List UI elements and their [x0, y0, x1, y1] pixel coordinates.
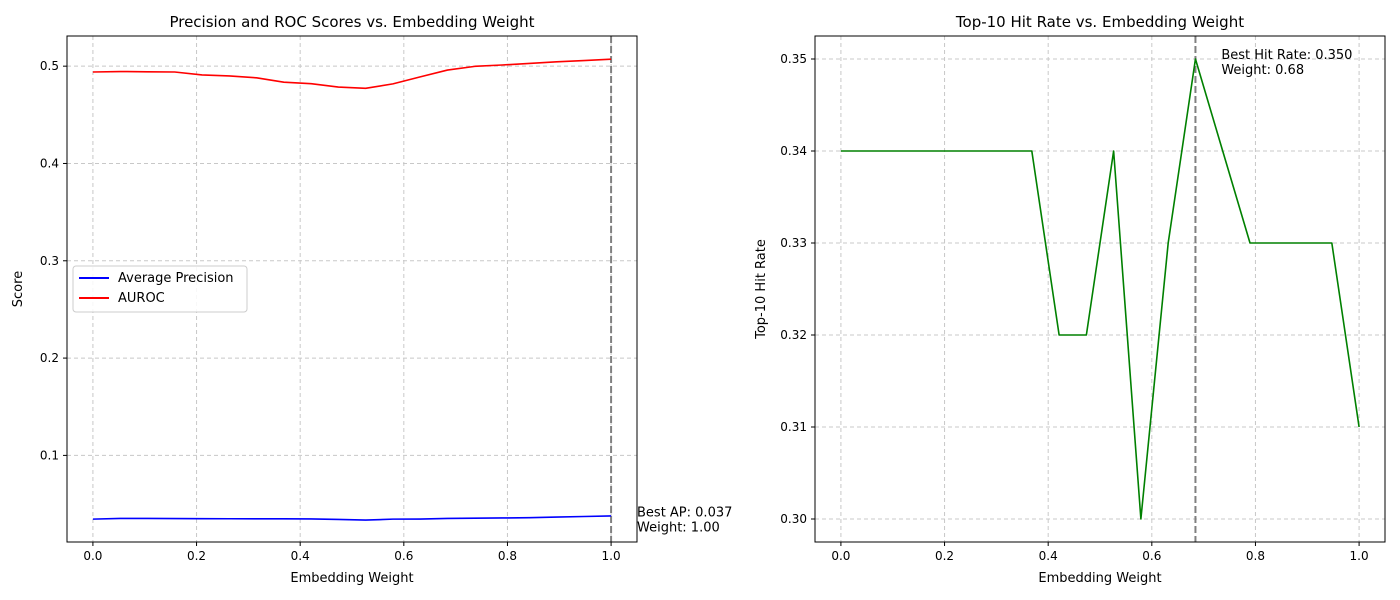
x-tick-label: 0.6	[1142, 549, 1161, 563]
annotation-line: Best AP: 0.037	[637, 506, 732, 521]
axes	[66, 35, 638, 543]
legend-label: Average Precision	[118, 271, 234, 286]
plot-frame	[814, 35, 1386, 543]
y-tick-label: 0.32	[780, 328, 807, 342]
x-tick-label: 0.0	[831, 549, 850, 563]
chart-title: Precision and ROC Scores vs. Embedding W…	[169, 13, 534, 31]
y-axis-label: Top-10 Hit Rate	[754, 239, 769, 340]
x-tick-label: 0.4	[291, 549, 310, 563]
y-tick-label: 0.31	[780, 420, 807, 434]
y-tick-label: 0.33	[780, 236, 807, 250]
y-axis-label: Score	[11, 271, 26, 307]
annotation-line: Weight: 1.00	[637, 521, 720, 536]
x-tick-label: 0.0	[83, 549, 102, 563]
y-tick-label: 0.5	[40, 59, 59, 73]
x-tick-label: 0.2	[935, 549, 954, 563]
x-tick-label: 0.4	[1039, 549, 1058, 563]
series-layer	[92, 58, 612, 521]
x-tick-label: 0.8	[1246, 549, 1265, 563]
series-line-average-precision	[92, 515, 612, 521]
series-line-hit-rate	[840, 58, 1360, 520]
y-tick-label: 0.30	[780, 512, 807, 526]
ticks: 0.0 0.2 0.4 0.6 0.8 1.0 0.1 0.2 0.3 0.4 0.5	[40, 59, 621, 563]
x-axis-label: Embedding Weight	[290, 571, 413, 586]
legend-box	[72, 265, 248, 313]
precision-roc-chart: 0.0 0.2 0.4 0.6 0.8 1.0 0.1 0.2 0.3 0.4 0.5 Precis…	[11, 13, 732, 586]
y-tick-label: 0.4	[40, 156, 59, 170]
chart-title: Top-10 Hit Rate vs. Embedding Weight	[955, 13, 1244, 31]
plot-frame	[66, 35, 638, 543]
x-tick-label: 0.2	[187, 549, 206, 563]
hit-rate-chart: 0.0 0.2 0.4 0.6 0.8 1.0 0.30 0.31 0.32 0.33 0.34 0.…	[754, 13, 1386, 586]
x-axis-label: Embedding Weight	[1038, 571, 1161, 586]
axes	[814, 35, 1386, 543]
ticks: 0.0 0.2 0.4 0.6 0.8 1.0 0.30 0.31 0.32 0.33 0.34 0.…	[780, 52, 1368, 563]
annotation-line: Best Hit Rate: 0.350	[1221, 48, 1352, 63]
x-tick-label: 1.0	[1350, 549, 1369, 563]
y-tick-label: 0.3	[40, 254, 59, 268]
series-layer	[840, 58, 1360, 520]
y-tick-label: 0.34	[780, 144, 807, 158]
y-tick-label: 0.35	[780, 52, 807, 66]
y-tick-label: 0.2	[40, 351, 59, 365]
legend: Average Precision AUROC	[72, 265, 248, 313]
legend-label: AUROC	[118, 291, 165, 306]
y-tick-label: 0.1	[40, 448, 59, 462]
x-tick-label: 0.8	[498, 549, 517, 563]
x-tick-label: 1.0	[602, 549, 621, 563]
x-tick-label: 0.6	[394, 549, 413, 563]
series-line-auroc	[92, 58, 612, 90]
annotation-line: Weight: 0.68	[1221, 63, 1304, 78]
